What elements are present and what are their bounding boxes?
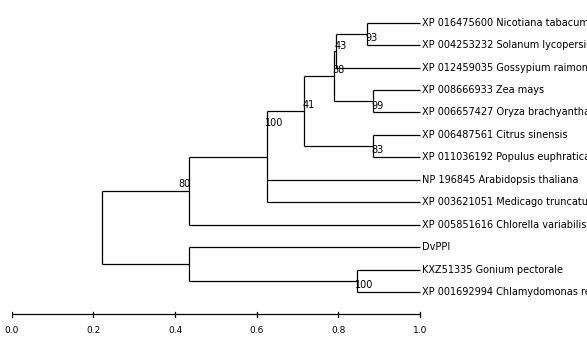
Text: 0.4: 0.4 [168,326,182,335]
Text: XP 006657427 Oryza brachyantha: XP 006657427 Oryza brachyantha [422,107,587,117]
Text: DvPPI: DvPPI [422,242,450,252]
Text: 80: 80 [179,180,191,190]
Text: 93: 93 [365,33,377,43]
Text: 100: 100 [265,118,284,128]
Text: XP 006487561 Citrus sinensis: XP 006487561 Citrus sinensis [422,130,568,140]
Text: 38: 38 [333,65,345,75]
Text: 0.2: 0.2 [86,326,100,335]
Text: XP 011036192 Populus euphratica: XP 011036192 Populus euphratica [422,152,587,162]
Text: 100: 100 [355,280,373,290]
Text: 83: 83 [372,146,384,155]
Text: XP 001692994 Chlamydomonas reinhardtii: XP 001692994 Chlamydomonas reinhardtii [422,287,587,297]
Text: KXZ51335 Gonium pectorale: KXZ51335 Gonium pectorale [422,264,563,274]
Text: 1.0: 1.0 [413,326,427,335]
Text: XP 003621051 Medicago truncatula: XP 003621051 Medicago truncatula [422,197,587,207]
Text: 43: 43 [335,41,347,51]
Text: 0.8: 0.8 [331,326,346,335]
Text: XP 004253232 Solanum lycopersicum: XP 004253232 Solanum lycopersicum [422,40,587,50]
Text: 0.0: 0.0 [5,326,19,335]
Text: XP 008666933 Zea mays: XP 008666933 Zea mays [422,85,544,95]
Text: XP 016475600 Nicotiana tabacum: XP 016475600 Nicotiana tabacum [422,18,587,28]
Text: 99: 99 [372,101,384,111]
Text: 41: 41 [302,100,314,110]
Text: XP 012459035 Gossypium raimondii: XP 012459035 Gossypium raimondii [422,63,587,73]
Text: NP 196845 Arabidopsis thaliana: NP 196845 Arabidopsis thaliana [422,175,579,185]
Text: XP 005851616 Chlorella variabilis: XP 005851616 Chlorella variabilis [422,220,586,230]
Text: 0.6: 0.6 [249,326,264,335]
